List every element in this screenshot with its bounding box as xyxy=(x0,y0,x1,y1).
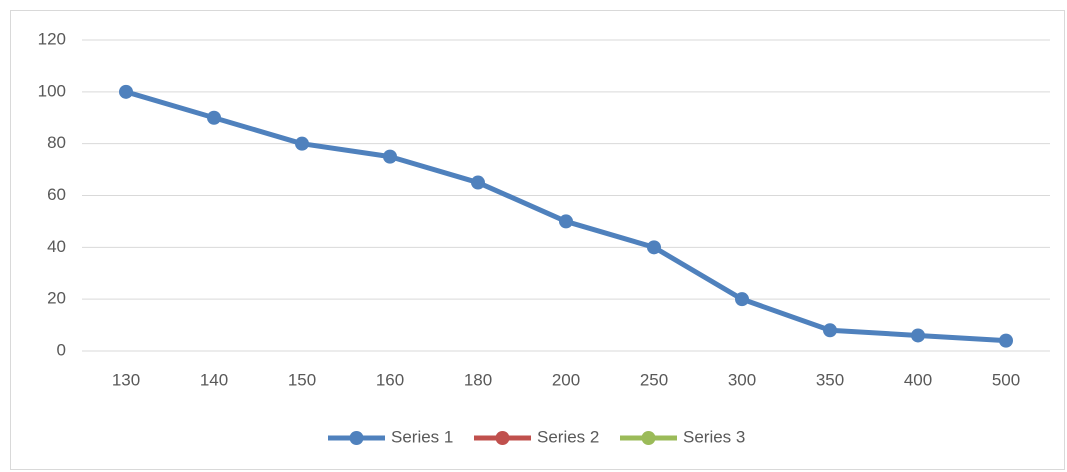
legend-marker xyxy=(349,431,364,445)
legend-label: Series 1 xyxy=(391,427,453,446)
legend-label: Series 2 xyxy=(537,427,599,446)
x-tick-label: 250 xyxy=(640,370,668,389)
y-tick-label: 100 xyxy=(38,81,66,100)
x-tick-label: 150 xyxy=(288,370,316,389)
y-tick-label: 20 xyxy=(47,289,66,308)
data-point xyxy=(207,110,221,125)
x-tick-label: 160 xyxy=(376,370,404,389)
x-tick-label: 180 xyxy=(464,370,492,389)
data-point xyxy=(647,240,661,255)
data-point xyxy=(823,323,837,338)
x-tick-label: 350 xyxy=(816,370,844,389)
legend-marker xyxy=(641,431,656,445)
data-point xyxy=(383,149,397,164)
y-tick-label: 0 xyxy=(57,340,66,359)
data-point xyxy=(911,328,925,343)
data-point xyxy=(735,292,749,307)
legend-marker xyxy=(495,431,510,445)
y-tick-label: 120 xyxy=(38,29,66,48)
y-tick-label: 40 xyxy=(47,237,66,256)
x-tick-label: 400 xyxy=(904,370,932,389)
y-tick-label: 80 xyxy=(47,133,66,152)
x-tick-label: 140 xyxy=(200,370,228,389)
y-tick-label: 60 xyxy=(47,185,66,204)
x-tick-label: 300 xyxy=(728,370,756,389)
x-tick-label: 500 xyxy=(992,370,1020,389)
data-point xyxy=(295,136,309,151)
data-point xyxy=(999,333,1013,348)
data-point xyxy=(119,84,133,99)
x-tick-label: 130 xyxy=(112,370,140,389)
legend-label: Series 3 xyxy=(683,427,745,446)
data-point xyxy=(471,175,485,190)
chart-frame xyxy=(10,10,1065,470)
x-tick-label: 200 xyxy=(552,370,580,389)
data-point xyxy=(559,214,573,229)
